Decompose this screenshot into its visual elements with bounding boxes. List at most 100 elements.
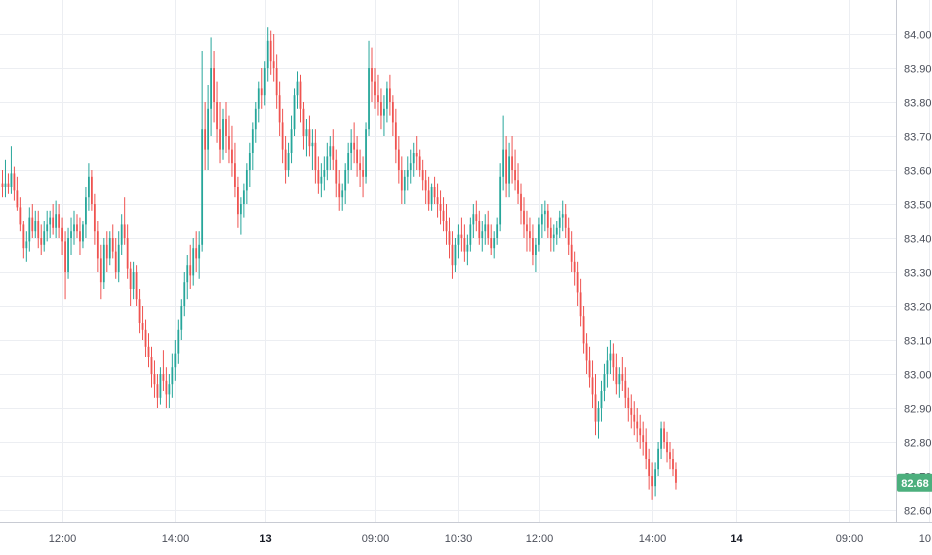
candle-body (120, 224, 123, 245)
candle-body (514, 170, 516, 181)
candle-body (654, 469, 657, 487)
candle-body (543, 210, 546, 215)
candle-body (266, 40, 269, 68)
x-tick-label: 13 (259, 533, 271, 545)
candle-body (540, 214, 543, 225)
candle-body (502, 149, 505, 177)
candle-body (308, 129, 311, 147)
candle-body (96, 231, 99, 259)
candle-body (171, 367, 174, 385)
candle-body (359, 163, 361, 170)
candle-body (231, 149, 233, 164)
candle-body (558, 217, 561, 228)
y-tick-label: 82.80 (904, 438, 932, 450)
candle-body (245, 170, 248, 191)
candle-body (28, 217, 31, 242)
x-tick-label: 09:00 (836, 533, 864, 545)
candle-body (138, 299, 141, 323)
candle-body (67, 238, 69, 272)
candle-body (648, 459, 651, 476)
candle-body (651, 476, 654, 487)
candle-body (311, 142, 314, 147)
candle-body (523, 210, 525, 225)
candle-body (627, 397, 630, 408)
candle-body (7, 183, 10, 187)
candle-body (43, 231, 46, 245)
candle-body (466, 244, 469, 252)
candle-body (19, 207, 22, 225)
candle-body (570, 244, 573, 262)
candle-body (657, 448, 659, 470)
candle-body (606, 360, 609, 374)
candle-body (293, 95, 296, 130)
candle-body (478, 221, 481, 238)
candle-body (436, 197, 439, 204)
candle-body (314, 142, 317, 170)
candle-body (520, 193, 522, 211)
candle-body (672, 459, 674, 470)
candle-body (90, 176, 93, 204)
candle-body (338, 183, 341, 198)
candle-body (165, 380, 168, 395)
candle-body (129, 268, 132, 289)
candle-body (168, 384, 171, 395)
candle-body (144, 329, 147, 347)
candle-body (508, 156, 510, 184)
candle-body (222, 119, 224, 150)
candle-body (108, 238, 111, 259)
candle-body (576, 272, 579, 293)
candle-body (213, 68, 215, 102)
candle-body (427, 190, 430, 204)
candle-body (225, 119, 227, 136)
candle-body (636, 421, 639, 429)
candle-body (278, 95, 281, 123)
candle-body (177, 329, 180, 354)
x-tick-label: 14:00 (162, 533, 190, 545)
candle-body (114, 251, 117, 272)
x-tick-label: 12:00 (49, 533, 77, 545)
candle-body (58, 214, 61, 228)
candle-body (10, 173, 13, 187)
candle-body (409, 163, 412, 170)
candle-body (457, 234, 460, 245)
grid-layer (0, 0, 930, 522)
candle-body (365, 129, 367, 177)
candle-body (79, 231, 81, 242)
candle-body (505, 149, 508, 184)
candle-body (403, 176, 406, 191)
candle-body (123, 224, 126, 238)
candle-body (517, 180, 519, 194)
candle-body (421, 170, 424, 181)
candle-body (374, 81, 376, 96)
candle-body (499, 176, 502, 225)
candle-body (219, 129, 221, 150)
candle-body (615, 367, 618, 385)
candle-body (275, 68, 278, 96)
candle-body (412, 153, 415, 164)
candle-body (487, 224, 490, 238)
candle-body (454, 244, 457, 266)
candle-body (535, 244, 537, 255)
candle-body (186, 265, 189, 283)
candle-body (180, 306, 183, 330)
candle-body (663, 428, 665, 442)
candle-body (451, 244, 454, 266)
candle-body (254, 108, 257, 130)
candle-body (546, 210, 549, 228)
candle-body (481, 231, 484, 238)
y-tick-label: 83.10 (904, 336, 932, 348)
candle-body (55, 214, 58, 228)
candle-body (448, 231, 451, 245)
candle-body (418, 156, 421, 170)
candle-body (102, 244, 105, 283)
y-tick-label: 83.00 (904, 370, 932, 382)
candle-body (642, 435, 645, 442)
candle-body (156, 384, 159, 398)
candle-body (272, 61, 275, 68)
candle-body (46, 224, 49, 232)
candle-body (61, 227, 63, 242)
candle-body (147, 346, 150, 357)
candle-body (344, 170, 347, 191)
